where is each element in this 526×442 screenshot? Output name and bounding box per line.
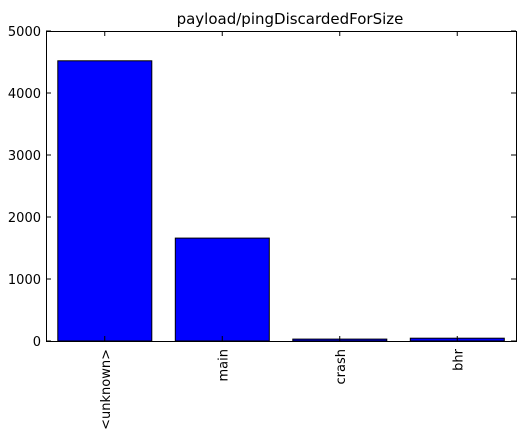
x-tick-label: <unknown> — [99, 349, 114, 430]
y-tick-label: 5000 — [8, 25, 41, 40]
x-axis: <unknown> main crash bhr — [99, 31, 466, 430]
y-axis: 0 1000 2000 3000 4000 5000 — [8, 25, 516, 350]
plot-frame — [46, 31, 517, 342]
y-tick-label: 1000 — [8, 273, 41, 288]
x-tick-label: bhr — [451, 348, 466, 370]
bar-0 — [57, 60, 153, 342]
y-tick-label: 4000 — [8, 87, 41, 102]
x-tick-label: crash — [334, 349, 349, 384]
y-tick-label: 2000 — [8, 211, 41, 226]
x-tick-label: main — [216, 349, 231, 381]
bars-group — [57, 60, 505, 342]
y-tick-label: 0 — [33, 335, 41, 350]
bar-1 — [174, 237, 270, 342]
chart-title: payload/pingDiscardedForSize — [177, 10, 404, 28]
y-tick-label: 3000 — [8, 149, 41, 164]
